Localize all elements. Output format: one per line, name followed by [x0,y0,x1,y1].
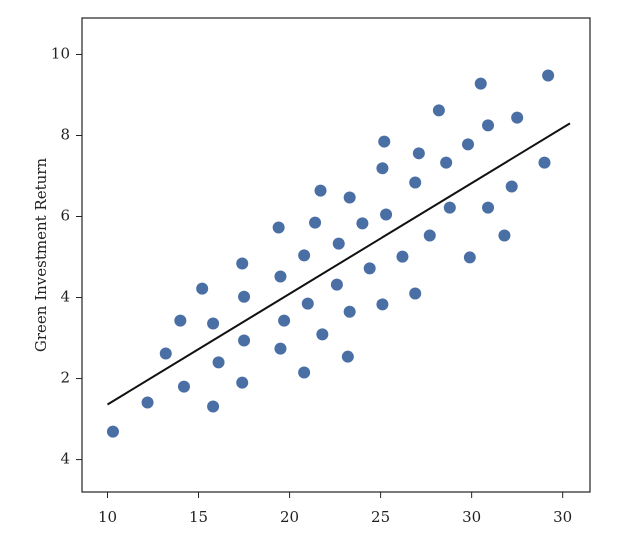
scatter-point [274,270,287,283]
scatter-point [396,250,409,263]
scatter-point [272,221,285,234]
scatter-point [511,111,524,124]
x-tick-label: 15 [189,508,208,526]
scatter-point [330,278,343,291]
y-tick-label: 8 [60,125,70,143]
x-tick-label: 25 [371,508,390,526]
scatter-point [542,69,555,82]
x-tick-label: 30 [553,508,572,526]
scatter-point [363,262,376,275]
scatter-point [378,135,391,148]
scatter-point [238,290,251,303]
trend-line [106,122,571,406]
scatter-point [301,297,314,310]
scatter-point [462,138,475,151]
scatter-point [409,287,422,300]
scatter-point [196,282,209,295]
y-tick-label: 6 [60,207,70,225]
scatter-point [177,380,190,393]
y-axis-label: Green Investment Return [32,158,50,353]
y-tick-label: 4 [60,288,70,306]
scatter-point [482,201,495,214]
y-tick-label: 4 [60,450,70,468]
scatter-point [341,350,354,363]
scatter-point [309,216,322,229]
x-tick-label: 20 [280,508,299,526]
scatter-point [159,347,172,360]
scatter-point [440,156,453,169]
scatter-point [343,191,356,204]
scatter-point [498,229,511,242]
scatter-point [106,425,119,438]
x-tick-label: 30 [462,508,481,526]
y-tick-label: 10 [51,44,70,62]
x-tick-label: 10 [98,508,117,526]
scatter-point [236,376,249,389]
scatter-point [474,77,487,90]
scatter-point [298,366,311,379]
scatter-point [443,201,456,214]
scatter-point [298,249,311,262]
scatter-point [463,251,476,264]
scatter-point [376,298,389,311]
scatter-point [412,147,425,160]
scatter-point [236,257,249,270]
plot-frame [81,17,591,493]
scatter-point [207,400,220,413]
scatter-point [238,334,251,347]
scatter-point [423,229,436,242]
scatter-point [207,317,220,330]
scatter-point [432,104,445,117]
scatter-point [174,314,187,327]
scatter-point [376,162,389,175]
scatter-point [356,217,369,230]
scatter-point [482,119,495,132]
scatter-point [343,305,356,318]
y-tick-label: 2 [60,369,70,387]
scatter-point [332,237,345,250]
scatter-point [274,342,287,355]
scatter-point [538,156,551,169]
scatter-point [278,314,291,327]
scatter-point [141,396,154,409]
scatter-point [314,184,327,197]
scatter-point [316,328,329,341]
scatter-point [380,208,393,221]
scatter-point [409,176,422,189]
scatter-point [212,356,225,369]
scatter-point [505,180,518,193]
